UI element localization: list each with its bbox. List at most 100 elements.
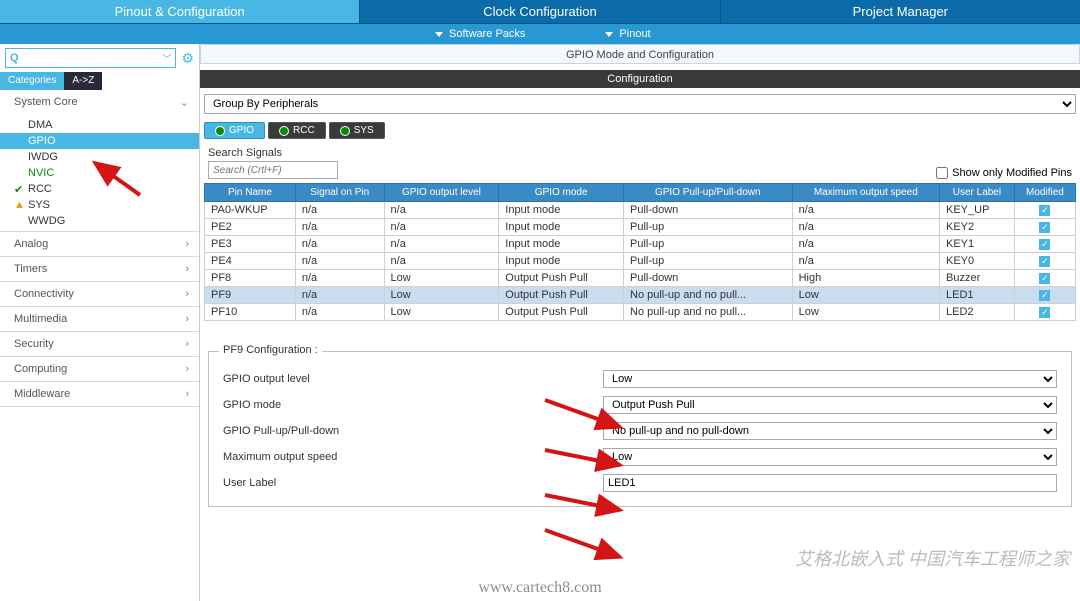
table-row[interactable]: PA0-WKUPn/an/aInput modePull-downn/aKEY_… — [205, 202, 1076, 219]
pin-table: Pin NameSignal on PinGPIO output levelGP… — [204, 183, 1076, 321]
table-cell: Pull-up — [624, 253, 793, 270]
table-cell: n/a — [792, 253, 939, 270]
chevron-right-icon: › — [185, 313, 189, 325]
table-row[interactable]: PE3n/an/aInput modePull-upn/aKEY1✓ — [205, 236, 1076, 253]
category-header-connectivity[interactable]: Connectivity› — [0, 282, 199, 306]
table-cell: Low — [384, 304, 499, 321]
show-modified-input[interactable] — [936, 167, 948, 179]
sidebar-item-iwdg[interactable]: IWDG — [0, 149, 199, 165]
group-by-select-wrap: Group By Peripherals — [204, 94, 1076, 114]
speed-select[interactable]: Low — [603, 448, 1057, 466]
table-cell: PE2 — [205, 219, 296, 236]
peripheral-tab-rcc[interactable]: RCC — [268, 122, 326, 139]
tab-pinout[interactable]: Pinout & Configuration — [0, 0, 360, 23]
table-cell: n/a — [295, 304, 384, 321]
chevron-right-icon: › — [185, 363, 189, 375]
search-signals-label: Search Signals — [208, 147, 338, 159]
table-cell: KEY_UP — [940, 202, 1015, 219]
tab-clock[interactable]: Clock Configuration — [360, 0, 720, 23]
category-label: Middleware — [14, 388, 70, 400]
chevron-right-icon: › — [185, 388, 189, 400]
check-icon: ✓ — [1039, 273, 1050, 284]
tab-project[interactable]: Project Manager — [721, 0, 1080, 23]
modified-cell: ✓ — [1014, 270, 1075, 287]
category-header-analog[interactable]: Analog› — [0, 232, 199, 256]
search-icon: Q — [10, 52, 19, 64]
sidebar-item-gpio[interactable]: GPIO — [0, 133, 199, 149]
output-level-select[interactable]: Low — [603, 370, 1057, 388]
table-cell: Pull-up — [624, 219, 793, 236]
sidebar-item-wwdg[interactable]: WWDG — [0, 213, 199, 229]
pull-label: GPIO Pull-up/Pull-down — [223, 425, 603, 437]
column-header[interactable]: GPIO output level — [384, 184, 499, 202]
category-header-timers[interactable]: Timers› — [0, 257, 199, 281]
column-header[interactable]: GPIO Pull-up/Pull-down — [624, 184, 793, 202]
table-row[interactable]: PF8n/aLowOutput Push PullPull-downHighBu… — [205, 270, 1076, 287]
category-header-computing[interactable]: Computing› — [0, 357, 199, 381]
gpio-mode-select[interactable]: Output Push Pull — [603, 396, 1057, 414]
show-modified-label: Show only Modified Pins — [952, 167, 1072, 179]
categories-tab[interactable]: Categories — [0, 72, 64, 90]
table-cell: High — [792, 270, 939, 287]
table-cell: Pull-down — [624, 202, 793, 219]
table-cell: LED1 — [940, 287, 1015, 304]
table-row[interactable]: PE4n/an/aInput modePull-upn/aKEY0✓ — [205, 253, 1076, 270]
check-icon: ✓ — [1039, 205, 1050, 216]
category-header-multimedia[interactable]: Multimedia› — [0, 307, 199, 331]
sidebar-item-sys[interactable]: ▲SYS — [0, 197, 199, 213]
modified-cell: ✓ — [1014, 202, 1075, 219]
category-header-system-core[interactable]: System Core ⌄ — [0, 90, 199, 115]
sidebar-search[interactable]: Q ﹀ — [5, 48, 176, 68]
table-cell: n/a — [295, 236, 384, 253]
table-cell: Low — [384, 287, 499, 304]
table-cell: PF10 — [205, 304, 296, 321]
table-cell: Buzzer — [940, 270, 1015, 287]
status-dot-icon — [215, 126, 225, 136]
pull-select[interactable]: No pull-up and no pull-down — [603, 422, 1057, 440]
column-header[interactable]: Pin Name — [205, 184, 296, 202]
sidebar-item-rcc[interactable]: ✔RCC — [0, 181, 199, 197]
column-header[interactable]: Maximum output speed — [792, 184, 939, 202]
table-row[interactable]: PE2n/an/aInput modePull-upn/aKEY2✓ — [205, 219, 1076, 236]
table-cell: KEY1 — [940, 236, 1015, 253]
table-row[interactable]: PF9n/aLowOutput Push PullNo pull-up and … — [205, 287, 1076, 304]
sidebar-item-label: GPIO — [28, 135, 56, 147]
table-cell: n/a — [295, 253, 384, 270]
user-label-input[interactable] — [603, 474, 1057, 492]
column-header[interactable]: Modified — [1014, 184, 1075, 202]
software-packs-dropdown[interactable]: Software Packs — [395, 24, 565, 44]
category-security: Security› — [0, 332, 199, 357]
pinout-dropdown[interactable]: Pinout — [565, 24, 690, 44]
peripheral-tab-gpio[interactable]: GPIO — [204, 122, 265, 139]
table-cell: PF8 — [205, 270, 296, 287]
show-modified-checkbox[interactable]: Show only Modified Pins — [936, 167, 1072, 179]
category-header-middleware[interactable]: Middleware › — [0, 382, 199, 406]
search-signals-input[interactable] — [208, 161, 338, 179]
sidebar-item-dma[interactable]: DMA — [0, 117, 199, 133]
column-header[interactable]: GPIO mode — [499, 184, 624, 202]
warning-icon: ▲ — [14, 199, 25, 211]
table-cell: No pull-up and no pull... — [624, 304, 793, 321]
category-multimedia: Multimedia› — [0, 307, 199, 332]
table-cell: PE3 — [205, 236, 296, 253]
content: GPIO Mode and Configuration Configuratio… — [200, 44, 1080, 601]
table-cell: Input mode — [499, 253, 624, 270]
gear-icon[interactable]: ⚙ — [181, 50, 194, 67]
check-icon: ✓ — [1039, 290, 1050, 301]
table-cell: n/a — [384, 236, 499, 253]
category-timers: Timers› — [0, 257, 199, 282]
check-icon: ✔ — [14, 183, 23, 196]
category-header-security[interactable]: Security› — [0, 332, 199, 356]
sidebar-item-label: SYS — [28, 199, 50, 211]
table-cell: Input mode — [499, 202, 624, 219]
az-tab[interactable]: A->Z — [64, 72, 102, 90]
column-header[interactable]: User Label — [940, 184, 1015, 202]
category-label: Connectivity — [14, 288, 74, 300]
table-cell: n/a — [792, 219, 939, 236]
peripheral-tab-sys[interactable]: SYS — [329, 122, 385, 139]
group-by-select[interactable]: Group By Peripherals — [204, 94, 1076, 114]
sidebar-item-nvic[interactable]: NVIC — [0, 165, 199, 181]
speed-label: Maximum output speed — [223, 451, 603, 463]
column-header[interactable]: Signal on Pin — [295, 184, 384, 202]
table-row[interactable]: PF10n/aLowOutput Push PullNo pull-up and… — [205, 304, 1076, 321]
